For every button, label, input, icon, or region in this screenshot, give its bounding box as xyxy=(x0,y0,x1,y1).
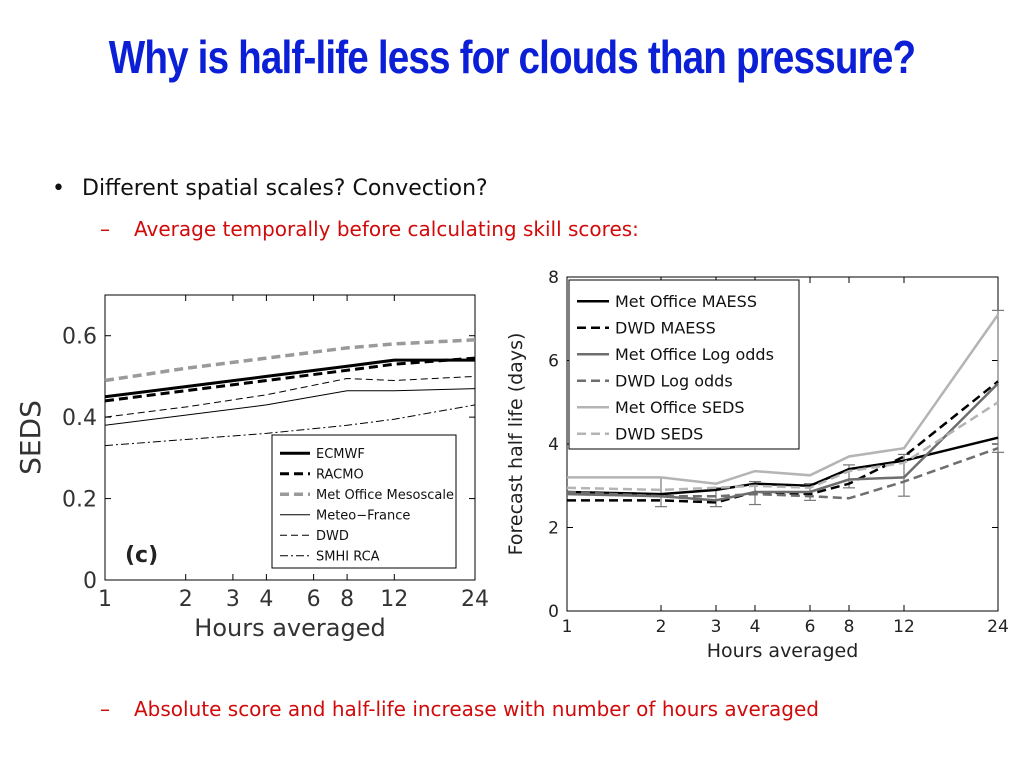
legend-label: Met Office Mesoscale xyxy=(316,488,454,503)
x-tick-label: 4 xyxy=(259,587,273,612)
y-tick-label: 8 xyxy=(548,268,559,288)
series-line xyxy=(566,401,999,492)
legend-label: DWD Log odds xyxy=(615,372,733,391)
x-tick-label: 2 xyxy=(179,587,193,612)
x-tick-label: 2 xyxy=(656,617,667,637)
legend-label: DWD xyxy=(316,529,349,544)
x-tick-label: 1 xyxy=(562,617,573,637)
bullet-item: • Different spatial scales? Convection? xyxy=(52,176,488,201)
y-tick-label: 0 xyxy=(548,602,559,622)
legend-label: DWD MAESS xyxy=(615,319,716,338)
x-axis-label: Hours averaged xyxy=(707,640,859,662)
legend-label: Met Office Log odds xyxy=(615,345,774,364)
slide-title: Why is half-life less for clouds than pr… xyxy=(108,31,916,83)
y-tick-label: 2 xyxy=(548,519,559,539)
x-tick-label: 4 xyxy=(750,617,761,637)
x-tick-label: 6 xyxy=(805,617,816,637)
y-axis-label: SEDS xyxy=(14,400,47,475)
legend-box xyxy=(568,279,800,450)
y-tick-label: 4 xyxy=(548,435,559,455)
legend-label: Meteo−France xyxy=(316,508,410,523)
series-line xyxy=(567,313,1000,485)
series-line xyxy=(566,436,999,496)
sub-bullet-2-text: Absolute score and half-life increase wi… xyxy=(134,697,819,721)
y-tick-label: 0.2 xyxy=(62,487,97,512)
legend-label: ECMWF xyxy=(316,447,365,462)
x-tick-label: 24 xyxy=(987,617,1009,637)
series-line xyxy=(104,356,476,403)
legend-label: Met Office MAESS xyxy=(615,292,757,311)
legend-box xyxy=(271,434,457,569)
x-tick-label: 1 xyxy=(98,587,112,612)
legend-label: RACMO xyxy=(316,467,364,482)
series-line xyxy=(566,447,999,500)
y-tick-label: 0 xyxy=(83,569,97,594)
x-tick-label: 24 xyxy=(461,587,489,612)
legend-label: SMHI RCA xyxy=(316,549,380,564)
series-line xyxy=(104,375,476,418)
bullet-symbol: • xyxy=(52,176,65,201)
x-tick-label: 12 xyxy=(893,617,915,637)
y-axis-label: Forecast half life (days) xyxy=(505,333,527,556)
y-tick-label: 0.6 xyxy=(62,325,97,350)
series-line xyxy=(104,404,476,447)
sub-bullet-2: – Absolute score and half-life increase w… xyxy=(100,697,819,721)
x-tick-label: 3 xyxy=(711,617,722,637)
y-tick-label: 6 xyxy=(548,352,559,372)
y-tick-label: 0.4 xyxy=(62,406,97,431)
sub-bullet-1-text: Average temporally before calculating sk… xyxy=(134,217,639,241)
panel-label: (c) xyxy=(125,543,158,568)
legend-label: DWD SEDS xyxy=(615,425,703,444)
x-tick-label: 3 xyxy=(226,587,240,612)
dash-symbol: – xyxy=(100,697,110,721)
bullet-text: Different spatial scales? Convection? xyxy=(82,176,488,201)
sub-bullet-1: – Average temporally before calculating s… xyxy=(100,217,639,241)
x-tick-label: 12 xyxy=(380,587,408,612)
series-line xyxy=(104,358,475,399)
x-tick-label: 8 xyxy=(340,587,354,612)
x-axis-label: Hours averaged xyxy=(194,614,385,642)
x-tick-label: 8 xyxy=(844,617,855,637)
x-tick-label: 6 xyxy=(307,587,321,612)
dash-symbol: – xyxy=(100,217,110,241)
series-line xyxy=(104,338,476,383)
legend-label: Met Office SEDS xyxy=(615,398,745,417)
series-line xyxy=(104,388,476,426)
